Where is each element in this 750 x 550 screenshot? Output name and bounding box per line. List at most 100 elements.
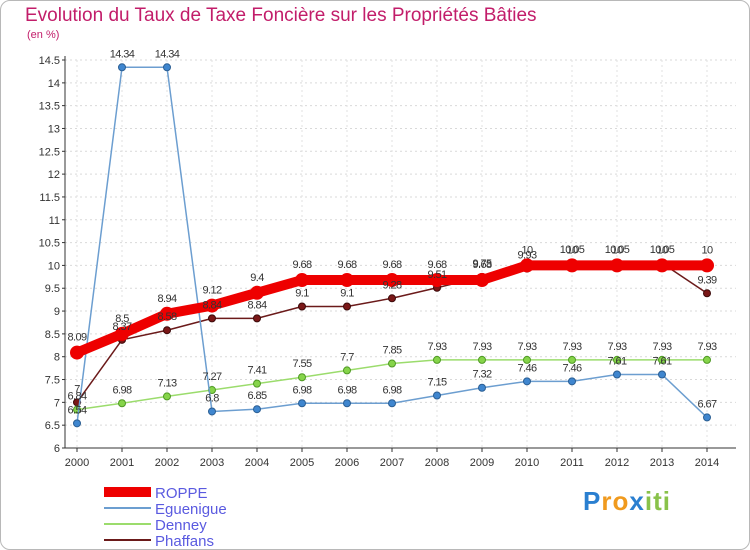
series-eguenigue [73, 63, 711, 428]
x-tick-label: 2002 [155, 457, 179, 469]
y-tick-label: 13.5 [39, 101, 60, 113]
data-point [298, 302, 306, 311]
x-tick-label: 2004 [245, 457, 269, 469]
data-point [703, 413, 711, 422]
y-tick-label: 11.5 [39, 192, 60, 204]
data-label: 7.93 [517, 341, 536, 353]
data-point [163, 392, 171, 401]
data-point [430, 273, 444, 288]
data-label: 10.05 [650, 244, 675, 256]
data-label: 7.61 [607, 356, 626, 368]
data-label: 9.75 [472, 258, 491, 270]
data-label: 6.84 [67, 391, 86, 403]
data-label: 7.15 [427, 377, 446, 389]
data-label: 7.13 [157, 377, 176, 389]
data-label: 9.1 [340, 287, 354, 299]
data-label: 10 [611, 244, 623, 256]
series-roppe [70, 258, 714, 360]
logo-letter: o [612, 486, 630, 516]
x-tick-label: 2010 [515, 457, 539, 469]
y-tick-label: 7.5 [45, 375, 60, 387]
data-label: 10.05 [560, 244, 585, 256]
data-point [523, 355, 531, 364]
legend-label: Denney [155, 517, 207, 534]
data-point [655, 258, 669, 273]
x-tick-label: 2009 [470, 457, 494, 469]
x-tick-label: 2005 [290, 457, 314, 469]
data-label: 7.85 [382, 345, 401, 357]
data-label: 9.28 [382, 279, 401, 291]
y-tick-label: 8.5 [45, 329, 60, 341]
logo-letter: x [629, 486, 645, 516]
data-label: 7.93 [607, 341, 626, 353]
y-tick-label: 10.5 [39, 238, 60, 250]
data-point [568, 355, 576, 364]
data-label: 14.34 [155, 48, 180, 60]
x-tick-label: 2000 [65, 457, 89, 469]
data-point [343, 399, 351, 408]
data-point [115, 326, 129, 341]
y-tick-label: 8 [54, 352, 60, 364]
data-point [475, 273, 489, 288]
data-label: 10.05 [605, 244, 630, 256]
data-label: 8.09 [67, 332, 86, 344]
logo-letter: t [653, 486, 663, 516]
data-label: 6.8 [205, 392, 219, 404]
data-label: 9.12 [202, 285, 221, 297]
x-tick-label: 2013 [650, 457, 674, 469]
data-point [298, 373, 306, 382]
data-label: 10 [701, 244, 713, 256]
logo-letter: i [662, 486, 671, 516]
data-point [613, 355, 621, 364]
data-label: 6.54 [67, 404, 86, 416]
y-tick-label: 6 [54, 443, 60, 455]
data-point [703, 355, 711, 364]
data-point [253, 314, 261, 323]
data-point [433, 391, 441, 400]
data-label: 6.98 [382, 384, 401, 396]
data-label: 8.58 [157, 311, 176, 323]
data-label: 7.41 [247, 365, 266, 377]
data-point [703, 289, 711, 298]
data-point [610, 258, 624, 273]
logo-letter: P [583, 486, 602, 516]
data-point [163, 63, 171, 72]
data-point [343, 366, 351, 375]
legend-label: Eguenigue [155, 501, 227, 518]
data-point [208, 407, 216, 416]
logo-letter: r [601, 486, 613, 516]
data-point [205, 298, 219, 313]
data-label: 6.67 [697, 398, 716, 410]
data-point [478, 355, 486, 364]
data-label: 8.84 [247, 299, 266, 311]
data-label: 8.94 [157, 293, 176, 305]
data-label: 9.51 [427, 269, 446, 281]
proxiti-logo: Proxiti [583, 486, 671, 517]
data-point [118, 399, 126, 408]
data-label: 8.84 [202, 299, 221, 311]
data-label: 7.93 [427, 341, 446, 353]
x-tick-label: 2003 [200, 457, 224, 469]
y-tick-label: 12 [48, 169, 60, 181]
data-point [700, 258, 714, 273]
logo-letter: i [644, 486, 654, 516]
y-tick-label: 9 [54, 306, 60, 318]
legend-label: Phaffans [155, 533, 214, 549]
y-tick-label: 14.5 [39, 55, 60, 67]
data-label: 6.98 [112, 384, 131, 396]
data-point [70, 345, 84, 360]
data-point [160, 306, 174, 321]
data-label: 9.68 [472, 259, 491, 271]
data-label: 7.93 [652, 341, 671, 353]
data-labels-roppe: 8.09 8.5 8.94 9.12 9.4 9.68 9.68 9.68 9.68 9.68 10… [67, 244, 713, 343]
data-point [658, 370, 666, 379]
data-label: 7.7 [340, 351, 354, 363]
y-axis-unit-label: (en %) [27, 29, 60, 41]
data-label: 9.1 [295, 287, 309, 299]
y-tick-label: 9.5 [45, 283, 60, 295]
data-point [73, 419, 81, 428]
y-tick-label: 11 [49, 215, 60, 227]
data-label: 9.68 [427, 259, 446, 271]
data-label: 7.46 [562, 362, 581, 374]
